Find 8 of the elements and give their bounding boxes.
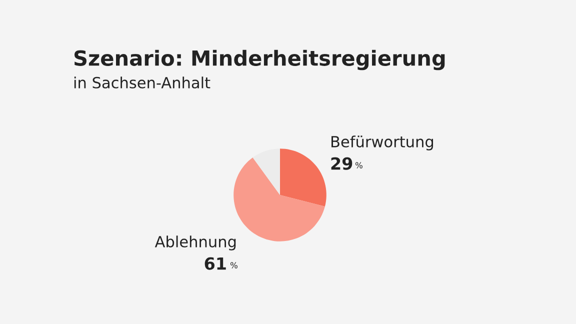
chart-subtitle: in Sachsen-Anhalt <box>74 76 210 88</box>
pie-slice <box>280 148 326 207</box>
slice-label: Ablehnung <box>154 236 236 250</box>
data-label: 61 % <box>204 257 238 270</box>
chart-title: Szenario: Minderheitsregierung <box>74 50 445 70</box>
data-label: 29 % <box>331 157 362 170</box>
pie-slice <box>252 148 280 195</box>
slice-label: Befürwortung <box>332 136 434 150</box>
